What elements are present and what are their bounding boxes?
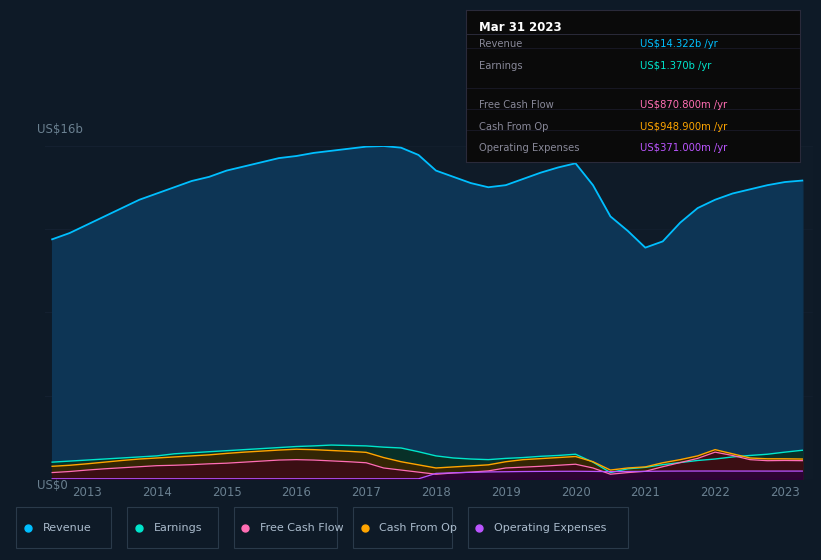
Text: Free Cash Flow: Free Cash Flow [479,100,553,110]
FancyBboxPatch shape [468,507,628,548]
Text: Cash From Op: Cash From Op [479,122,548,132]
Text: Earnings: Earnings [479,60,522,71]
Text: US$14.322b /yr: US$14.322b /yr [640,39,718,49]
Text: US$0: US$0 [38,479,68,492]
Text: Free Cash Flow: Free Cash Flow [260,523,344,533]
Text: US$948.900m /yr: US$948.900m /yr [640,122,727,132]
Text: Operating Expenses: Operating Expenses [494,523,607,533]
FancyBboxPatch shape [16,507,111,548]
Text: US$1.370b /yr: US$1.370b /yr [640,60,711,71]
Text: US$870.800m /yr: US$870.800m /yr [640,100,727,110]
Text: US$16b: US$16b [38,123,84,136]
Text: Revenue: Revenue [479,39,522,49]
Text: Earnings: Earnings [154,523,202,533]
Text: Operating Expenses: Operating Expenses [479,143,580,153]
Bar [408,146,813,479]
Text: Cash From Op: Cash From Op [379,523,457,533]
FancyBboxPatch shape [234,507,337,548]
FancyBboxPatch shape [127,507,218,548]
Text: US$371.000m /yr: US$371.000m /yr [640,143,727,153]
Text: Mar 31 2023: Mar 31 2023 [479,21,562,34]
Text: Revenue: Revenue [43,523,91,533]
FancyBboxPatch shape [353,507,452,548]
